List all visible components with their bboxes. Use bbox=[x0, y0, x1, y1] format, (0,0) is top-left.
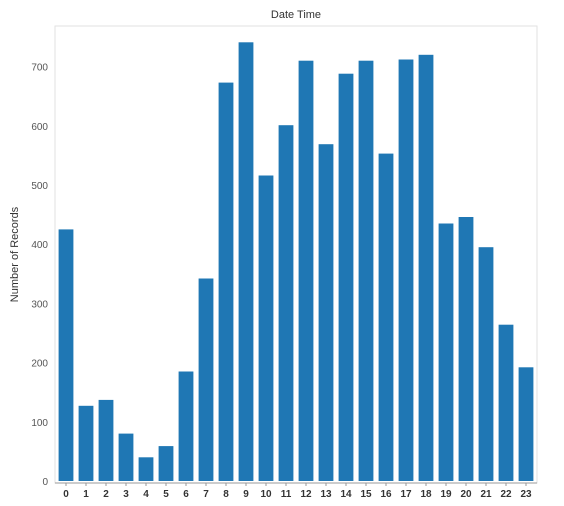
bar-4[interactable] bbox=[138, 457, 154, 481]
x-tick-label: 3 bbox=[123, 489, 129, 500]
bar-12[interactable] bbox=[298, 60, 314, 481]
y-tick-label: 600 bbox=[31, 122, 48, 133]
bar-20[interactable] bbox=[458, 217, 474, 481]
y-tick-label: 0 bbox=[42, 477, 48, 488]
bar-6[interactable] bbox=[178, 371, 194, 482]
x-tick-label: 12 bbox=[300, 489, 312, 500]
y-tick-label: 400 bbox=[31, 240, 48, 251]
bar-14[interactable] bbox=[338, 73, 354, 481]
bar-13[interactable] bbox=[318, 144, 334, 481]
x-tick-label: 14 bbox=[340, 489, 352, 500]
chart-title: Date Time bbox=[271, 9, 321, 21]
x-tick-label: 10 bbox=[260, 489, 272, 500]
y-axis-ticks: 0 100 200 300 400 500 600 700 bbox=[31, 63, 48, 488]
x-tick-label: 5 bbox=[163, 489, 169, 500]
bar-10[interactable] bbox=[258, 175, 274, 482]
bar-15[interactable] bbox=[358, 60, 374, 481]
y-tick-label: 100 bbox=[31, 418, 48, 429]
x-tick-label: 8 bbox=[223, 489, 229, 500]
x-axis-ticks: 0 1 2 3 4 5 6 7 8 9 10 11 12 13 14 15 16 17 18 19 20 21 22 23 bbox=[63, 483, 532, 500]
x-tick-label: 13 bbox=[320, 489, 332, 500]
x-tick-label: 11 bbox=[281, 489, 292, 500]
bar-11[interactable] bbox=[278, 125, 294, 481]
x-tick-label: 9 bbox=[243, 489, 249, 500]
bar-17[interactable] bbox=[398, 59, 414, 482]
x-tick-label: 1 bbox=[83, 489, 89, 500]
y-tick-label: 500 bbox=[31, 181, 48, 192]
x-tick-label: 0 bbox=[63, 489, 69, 500]
bar-19[interactable] bbox=[438, 223, 454, 482]
bar-23[interactable] bbox=[518, 367, 534, 481]
bar-8[interactable] bbox=[218, 82, 234, 481]
x-tick-label: 18 bbox=[420, 489, 432, 500]
y-tick-label: 300 bbox=[31, 299, 48, 310]
y-axis-label: Number of Records bbox=[9, 206, 21, 302]
bars-group bbox=[58, 42, 534, 482]
x-tick-label: 4 bbox=[143, 489, 149, 500]
y-tick-label: 700 bbox=[31, 63, 48, 74]
bar-18[interactable] bbox=[418, 54, 434, 482]
x-tick-label: 19 bbox=[440, 489, 452, 500]
x-tick-label: 2 bbox=[103, 489, 109, 500]
x-tick-label: 23 bbox=[520, 489, 532, 500]
x-tick-label: 21 bbox=[480, 489, 492, 500]
x-tick-label: 7 bbox=[203, 489, 209, 500]
bar-21[interactable] bbox=[478, 247, 494, 481]
bar-3[interactable] bbox=[118, 433, 134, 481]
x-tick-label: 16 bbox=[380, 489, 392, 500]
bar-5[interactable] bbox=[158, 446, 174, 481]
bar-9[interactable] bbox=[238, 42, 254, 482]
bar-7[interactable] bbox=[198, 278, 214, 482]
x-tick-label: 6 bbox=[183, 489, 189, 500]
bar-22[interactable] bbox=[498, 324, 514, 481]
y-tick-label: 200 bbox=[31, 359, 48, 370]
bar-2[interactable] bbox=[98, 399, 114, 481]
x-tick-label: 17 bbox=[400, 489, 412, 500]
x-tick-label: 15 bbox=[360, 489, 372, 500]
x-tick-label: 20 bbox=[460, 489, 472, 500]
bar-1[interactable] bbox=[78, 405, 94, 481]
x-tick-label: 22 bbox=[500, 489, 512, 500]
bar-0[interactable] bbox=[58, 229, 74, 481]
bar-16[interactable] bbox=[378, 153, 394, 481]
